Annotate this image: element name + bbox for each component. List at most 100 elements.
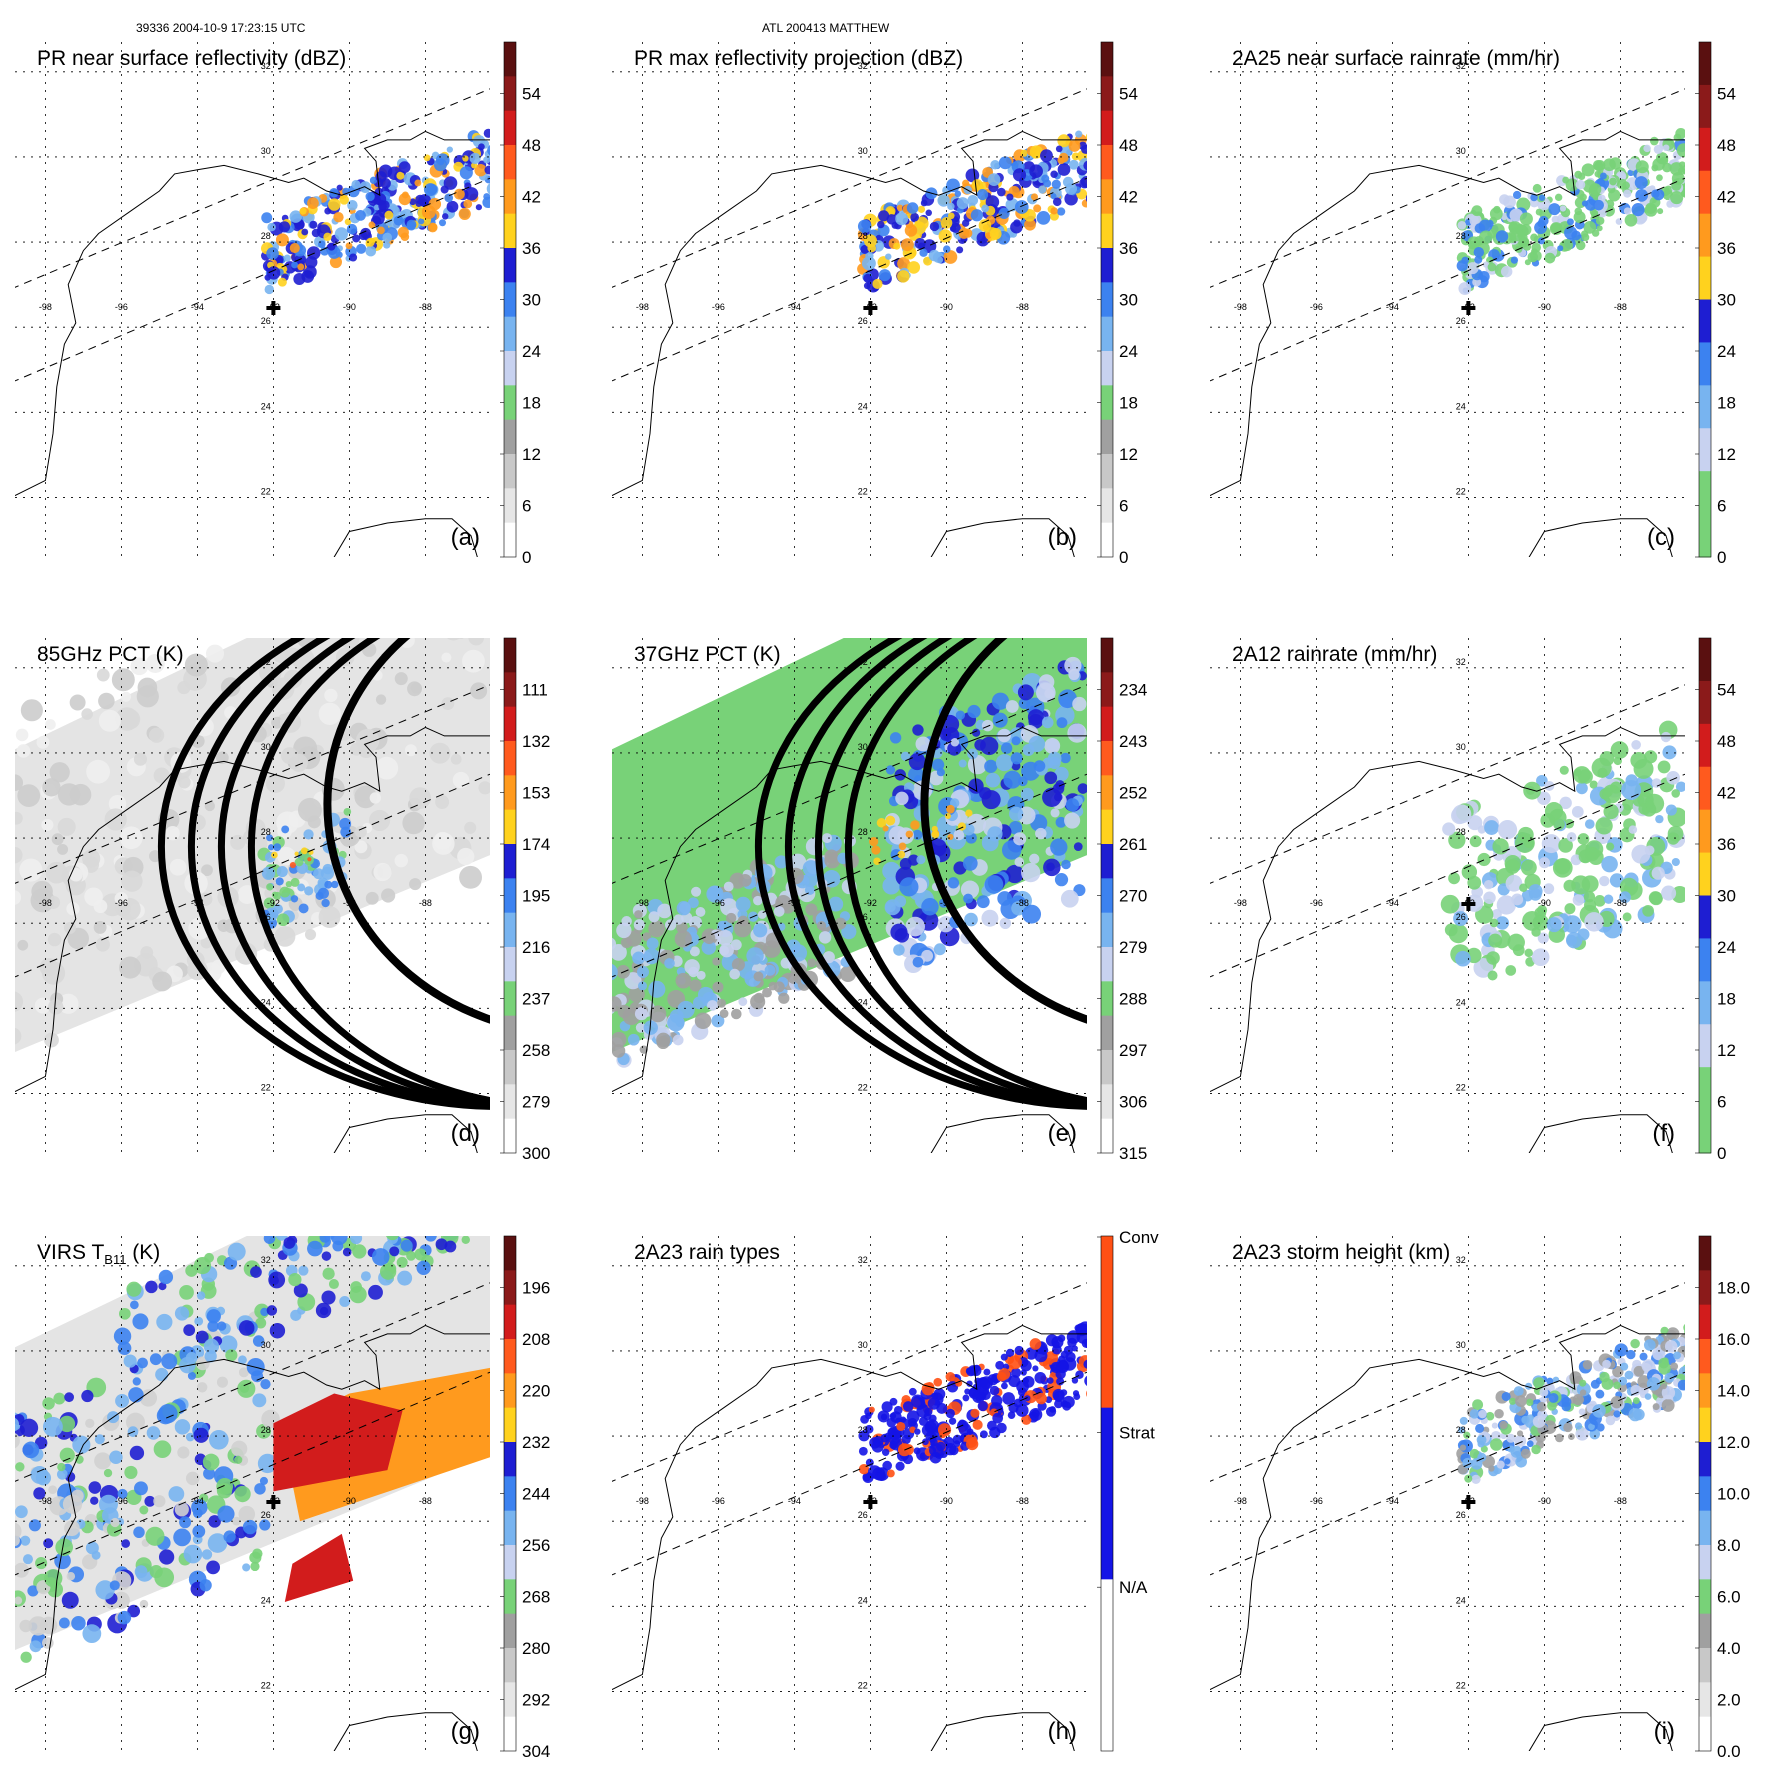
tmi-pixel <box>997 891 1013 906</box>
pr-pixel <box>1092 173 1101 182</box>
lat-tick-label: 22 <box>261 486 271 496</box>
coastline-yucatan <box>1528 518 1673 557</box>
tmi-pixel <box>633 919 645 931</box>
rain-pixel <box>1667 832 1680 845</box>
colorbar-segment <box>1699 1304 1711 1340</box>
virs-pixel <box>192 1524 206 1538</box>
virs-pixel <box>389 1246 400 1257</box>
tmi-pixel <box>98 692 115 710</box>
colorbar-label: 54 <box>1717 681 1736 700</box>
tmi-pixel <box>273 598 293 618</box>
colorbar-segment <box>1699 1716 1711 1752</box>
tmi-pixel <box>276 866 288 878</box>
tmi-pixel <box>39 958 58 977</box>
pr-pixel <box>464 182 472 190</box>
pr-pixel <box>1471 1474 1481 1484</box>
pr-pixel <box>1643 1339 1656 1351</box>
tmi-pixel <box>422 613 441 632</box>
tmi-pixel <box>612 1044 626 1058</box>
virs-pixel <box>445 1195 461 1211</box>
tmi-pixel <box>656 1035 670 1050</box>
virs-pixel <box>429 1190 437 1198</box>
virs-pixel <box>194 1316 204 1326</box>
virs-cold-top <box>284 1533 354 1602</box>
pr-pixel <box>916 1404 930 1418</box>
virs-pixel <box>397 1270 413 1286</box>
pr-pixel <box>483 193 490 201</box>
lat-tick-label: 32 <box>261 1255 271 1265</box>
tmi-pixel <box>898 842 907 851</box>
pr-pixel <box>275 233 289 247</box>
pr-pixel <box>1093 1335 1102 1344</box>
virs-pixel <box>401 1188 415 1202</box>
virs-pixel <box>263 1236 276 1244</box>
virs-pixel <box>109 1450 123 1464</box>
tmi-pixel <box>46 895 61 909</box>
tmi-pixel <box>45 861 68 884</box>
tmi-pixel <box>264 907 279 921</box>
pr-pixel <box>261 212 273 224</box>
pr-pixel <box>1628 1408 1642 1422</box>
tmi-pixel <box>675 972 692 989</box>
tmi-pixel <box>730 939 742 951</box>
lon-tick-label: -88 <box>419 898 432 908</box>
virs-pixel <box>321 1290 336 1305</box>
pr-pixel <box>1670 1362 1679 1371</box>
pr-pixel <box>1000 1353 1008 1361</box>
pr-pixel <box>1568 1433 1575 1441</box>
tmi-pixel <box>15 890 22 905</box>
tmi-pixel <box>343 807 352 816</box>
pr-pixel <box>1034 1371 1047 1384</box>
pr-pixel <box>1080 175 1087 188</box>
tmi-pixel <box>953 829 965 841</box>
pr-pixel <box>1532 183 1542 193</box>
pr-pixel <box>1622 181 1630 190</box>
pr-pixel <box>1506 1433 1516 1443</box>
virs-pixel <box>115 1393 130 1408</box>
virs-pixel <box>20 1651 32 1663</box>
pr-pixel <box>1538 194 1546 201</box>
pr-pixel <box>893 1405 903 1415</box>
virs-pixel <box>82 1624 102 1644</box>
tmi-pixel <box>271 716 284 729</box>
pr-pixel <box>1687 135 1694 142</box>
pr-pixel <box>289 242 300 254</box>
tmi-pixel <box>912 829 923 840</box>
colorbar-segment <box>1699 1682 1711 1718</box>
rain-pixel <box>1558 838 1573 853</box>
pr-pixel <box>366 238 375 247</box>
virs-pixel <box>110 1517 120 1528</box>
colorbar-label: 24 <box>1717 938 1736 957</box>
tmi-pixel <box>753 895 763 906</box>
virs-pixel <box>242 1563 251 1572</box>
pr-pixel <box>1085 194 1087 203</box>
tmi-pixel <box>1054 766 1069 782</box>
tmi-pixel <box>778 992 790 1004</box>
rain-pixel <box>1662 745 1677 760</box>
pr-pixel <box>324 207 332 215</box>
tmi-pixel <box>48 999 64 1015</box>
swath-edge <box>15 1371 490 1576</box>
lat-tick-label: 26 <box>1456 1510 1466 1520</box>
colorbar-segment <box>1101 385 1113 421</box>
lat-tick-label: 28 <box>261 827 271 837</box>
tmi-pixel <box>703 931 716 945</box>
tmi-pixel <box>960 880 980 899</box>
tmi-pixel <box>1003 770 1022 789</box>
pr-pixel <box>1091 1357 1101 1367</box>
pr-pixel <box>483 128 490 138</box>
rain-pixel <box>1496 895 1516 915</box>
tmi-pixel <box>47 932 62 947</box>
pr-pixel <box>1090 193 1101 204</box>
virs-pixel <box>15 1417 19 1431</box>
pr-pixel <box>309 220 318 229</box>
lat-tick-label: 30 <box>1456 146 1466 156</box>
pr-pixel <box>1659 156 1669 165</box>
tmi-pixel <box>165 825 180 841</box>
pr-pixel <box>426 183 438 195</box>
rain-pixel <box>1660 731 1672 743</box>
tmi-pixel <box>711 1014 725 1028</box>
colorbar-label: 12.0 <box>1717 1433 1750 1452</box>
orbit-datetime-label: 39336 2004-10-9 17:23:15 UTC <box>136 21 306 35</box>
